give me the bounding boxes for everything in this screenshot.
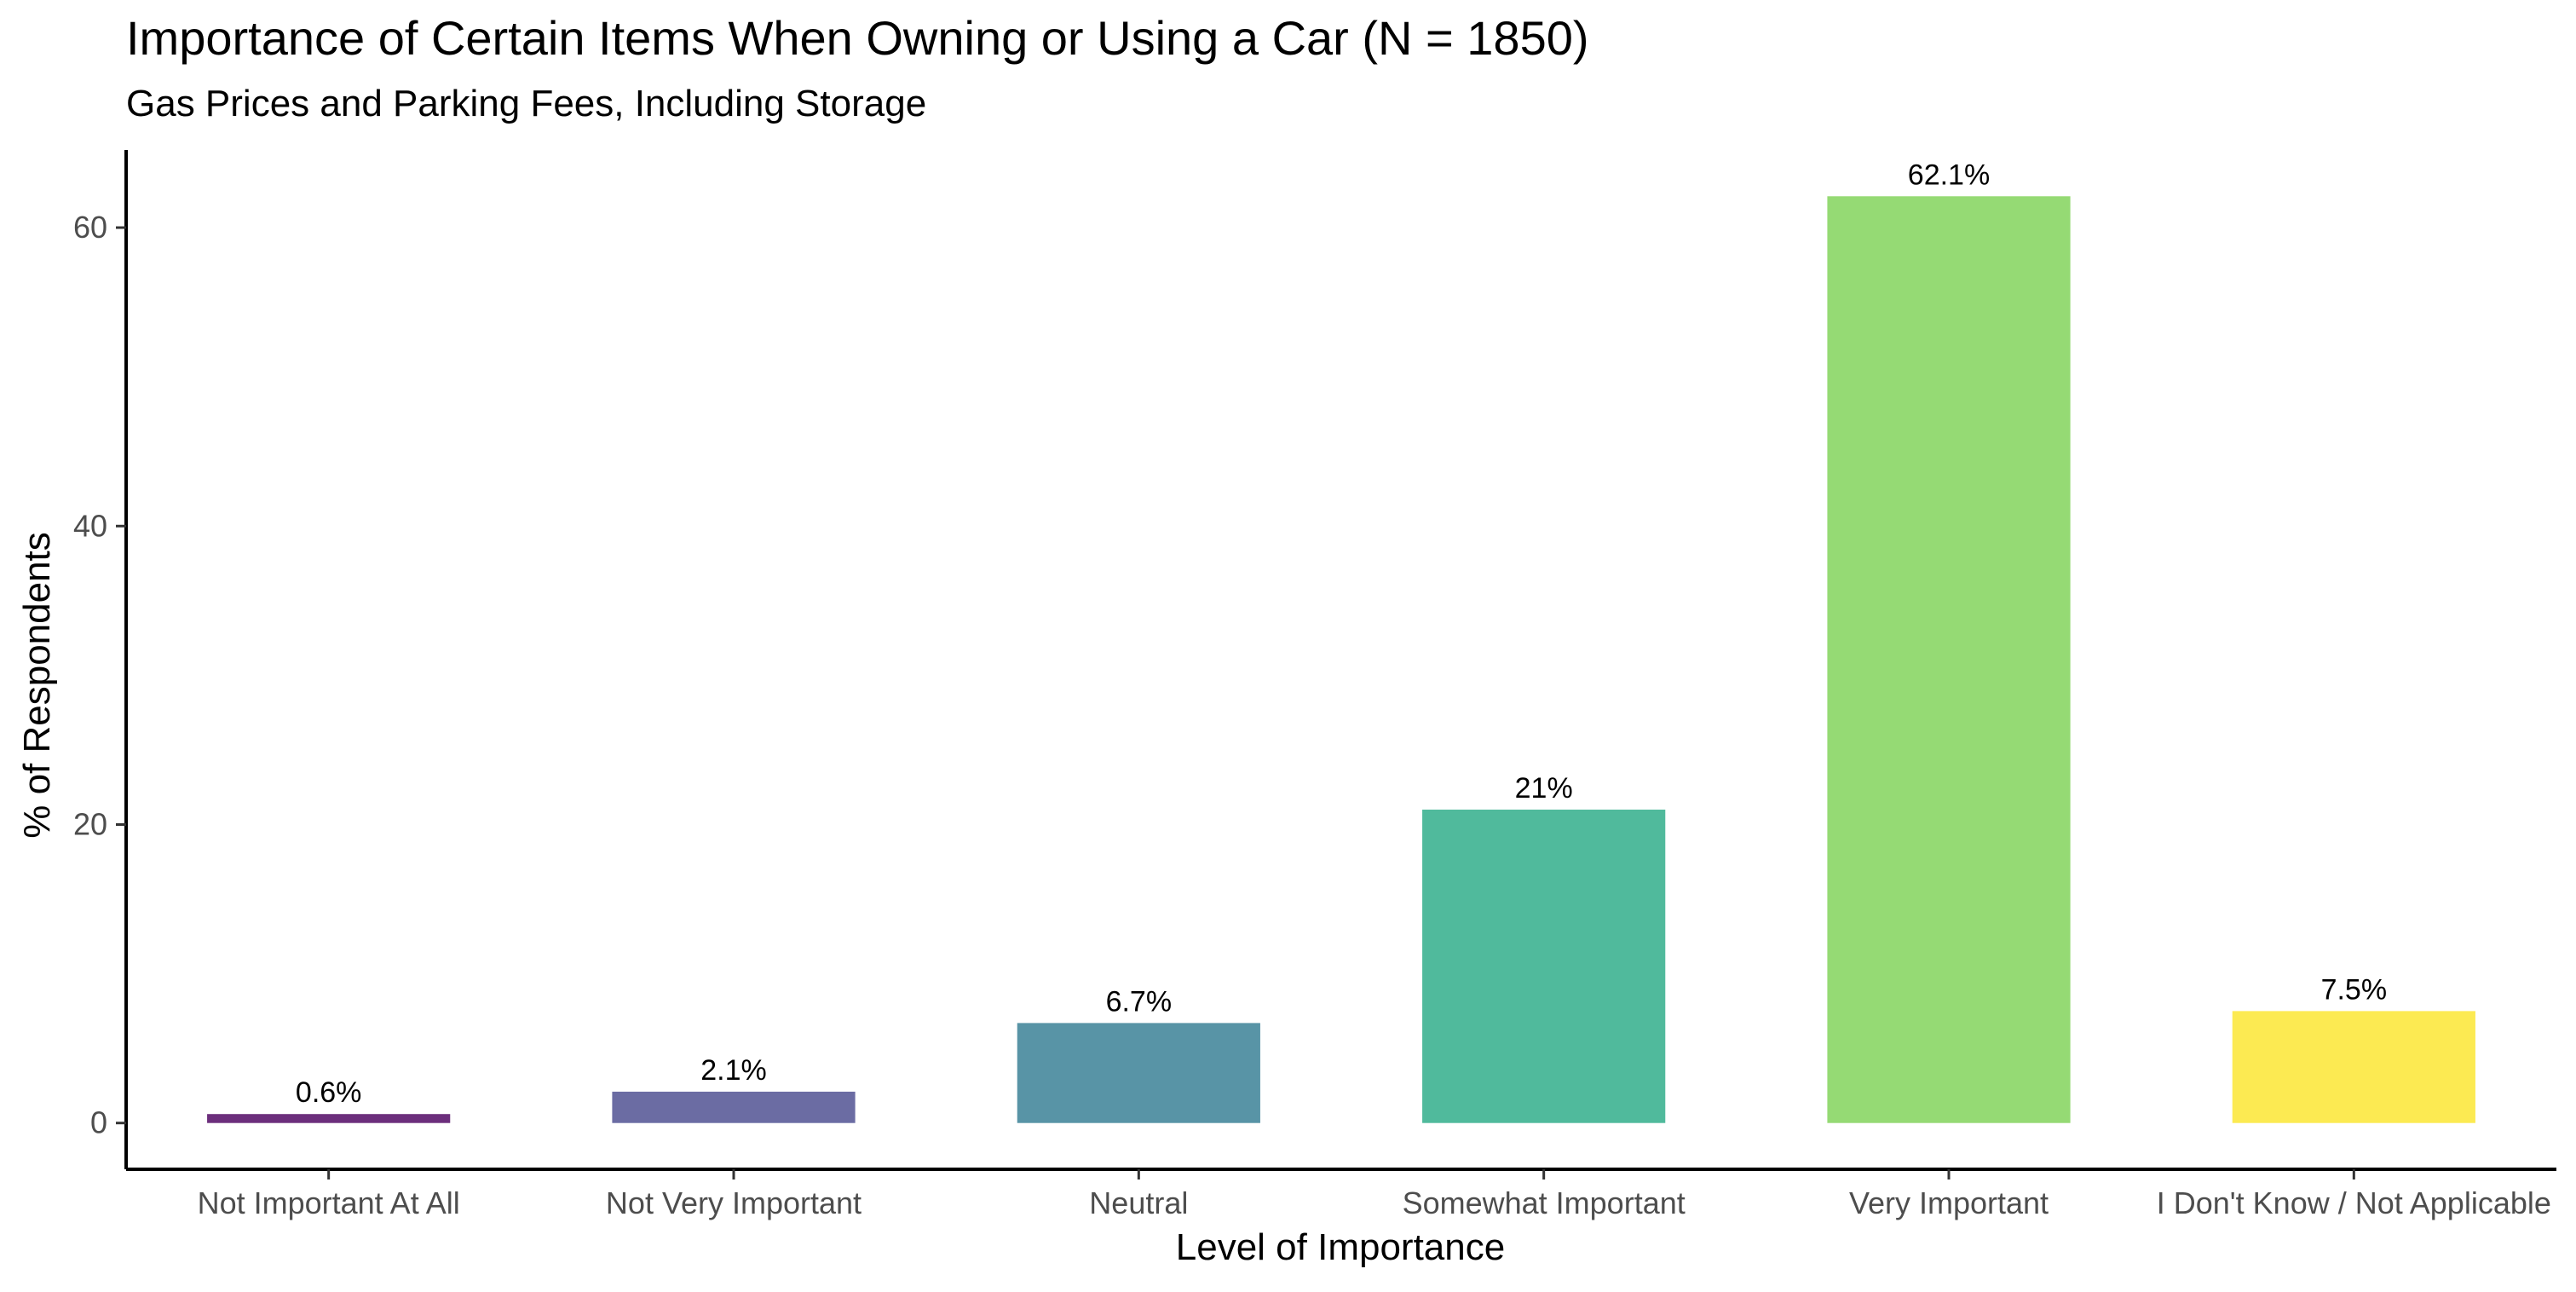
x-tick-label: Not Important At All	[198, 1185, 460, 1220]
x-tick-label: Neutral	[1089, 1185, 1188, 1220]
chart-subtitle: Gas Prices and Parking Fees, Including S…	[126, 83, 926, 124]
y-tick-label: 0	[90, 1105, 107, 1140]
y-axis-title: % of Respondents	[16, 532, 58, 839]
x-tick-label: Not Very Important	[606, 1185, 862, 1220]
bar-value-label: 0.6%	[296, 1076, 362, 1109]
y-tick-label: 20	[73, 806, 107, 841]
y-tick-label: 60	[73, 210, 107, 245]
x-tick-label: Somewhat Important	[1403, 1185, 1686, 1220]
bar-value-label: 62.1%	[1908, 159, 1990, 191]
chart-title: Importance of Certain Items When Owning …	[126, 11, 1589, 65]
bar	[612, 1091, 856, 1123]
plot-area: 0 20 40 60 0.6% Not Important At All 2.1% Not V…	[73, 150, 2556, 1220]
bar	[1422, 809, 1666, 1123]
x-tick-label: Very Important	[1849, 1185, 2049, 1220]
bar-value-label: 7.5%	[2321, 973, 2388, 1006]
bar-value-label: 6.7%	[1106, 985, 1173, 1018]
bar-value-label: 2.1%	[700, 1054, 767, 1087]
bar	[2232, 1011, 2475, 1123]
x-tick-label: I Don't Know / Not Applicable	[2157, 1185, 2551, 1220]
y-tick-label: 40	[73, 508, 107, 543]
bar-value-label: 21%	[1515, 772, 1573, 805]
bar	[207, 1114, 451, 1123]
bar	[1827, 196, 2071, 1123]
x-axis-title: Level of Importance	[1176, 1226, 1505, 1268]
bar	[1017, 1023, 1260, 1123]
